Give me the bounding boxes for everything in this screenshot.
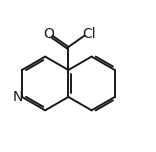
Text: N: N bbox=[12, 90, 23, 104]
Text: O: O bbox=[43, 27, 54, 41]
Text: Cl: Cl bbox=[83, 27, 96, 41]
